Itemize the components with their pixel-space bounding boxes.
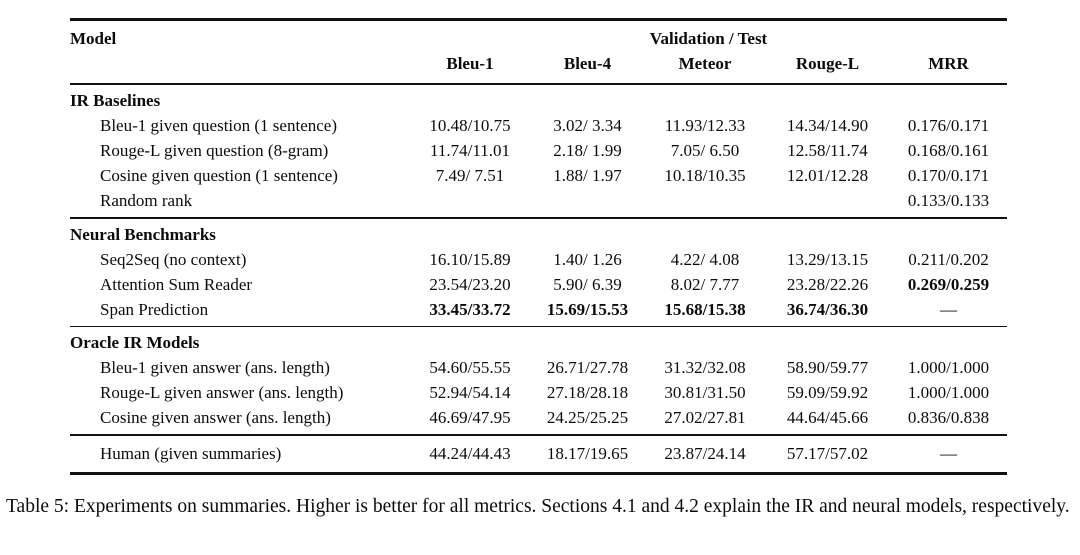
row-model-label: Cosine given question (1 sentence) xyxy=(100,166,338,185)
metric-value: — xyxy=(940,443,957,463)
metric-value: 57.17/57.02 xyxy=(786,443,869,463)
metric-value: 0.211/0.202 xyxy=(908,249,989,269)
metric-value: 8.02/ 7.77 xyxy=(670,274,740,294)
column-header-bleu1: Bleu-1 xyxy=(446,54,494,73)
metric-value: 2.18/ 1.99 xyxy=(553,141,622,160)
metric-value: — xyxy=(940,299,957,319)
metric-value: 26.71/27.78 xyxy=(546,358,629,377)
metric-value: 18.17/19.65 xyxy=(546,443,629,463)
metric-value: 0.168/0.161 xyxy=(907,141,990,160)
metric-value: 23.28/22.26 xyxy=(786,274,869,294)
metric-value: 12.58/11.74 xyxy=(787,141,868,160)
row-model-label: Rouge-L given answer (ans. length) xyxy=(100,383,344,402)
metric-value: 24.25/25.25 xyxy=(546,408,629,427)
metric-value: 54.60/55.55 xyxy=(429,358,511,377)
metric-value-best: 0.269/0.259 xyxy=(907,274,990,294)
metric-value: 27.02/27.81 xyxy=(664,408,746,427)
metric-value: 0.836/0.838 xyxy=(907,408,990,427)
section-title: IR Baselines xyxy=(70,91,161,110)
column-header-model: Model xyxy=(70,29,117,48)
metric-value: 44.64/45.66 xyxy=(786,408,869,427)
row-model-label: Bleu-1 given question (1 sentence) xyxy=(100,116,337,135)
metric-value: 14.34/14.90 xyxy=(786,116,869,135)
metric-value: 0.176/0.171 xyxy=(907,116,990,135)
metric-value: 12.01/12.28 xyxy=(786,166,869,185)
row-model-label: Span Prediction xyxy=(100,299,209,319)
metric-value: 23.54/23.20 xyxy=(429,274,511,294)
table-header: Model Validation / Test Bleu-1 Bleu-4 Me… xyxy=(70,21,1007,83)
results-table: Model Validation / Test Bleu-1 Bleu-4 Me… xyxy=(70,18,1007,475)
row-model-label: Human (given summaries) xyxy=(100,443,282,463)
metric-value: 1.88/ 1.97 xyxy=(553,166,622,185)
section-rule xyxy=(70,325,1007,327)
metric-value: 0.133/0.133 xyxy=(907,191,990,210)
metric-value-best: 15.68/15.38 xyxy=(664,299,746,319)
column-header-mrr: MRR xyxy=(928,54,969,73)
metric-value: 46.69/47.95 xyxy=(429,408,511,427)
metric-value: 0.170/0.171 xyxy=(907,166,990,185)
metric-value: 3.02/ 3.34 xyxy=(553,116,622,135)
metric-value-best: 33.45/33.72 xyxy=(429,299,511,319)
section-title: Neural Benchmarks xyxy=(70,224,216,244)
metric-value: 7.05/ 6.50 xyxy=(670,141,740,160)
metric-value: 1.000/1.000 xyxy=(907,383,990,402)
row-model-label: Seq2Seq (no context) xyxy=(100,249,247,269)
top-rule xyxy=(70,18,1007,21)
metric-value: 11.93/12.33 xyxy=(664,116,746,135)
metric-value: 11.74/11.01 xyxy=(430,141,510,160)
metric-value: 52.94/54.14 xyxy=(429,383,511,402)
section-oracle-ir-models: Oracle IR Models Bleu-1 given answer (an… xyxy=(70,327,1007,434)
bottom-rule xyxy=(70,471,1007,475)
metric-value: 27.18/28.18 xyxy=(546,383,629,402)
column-header-bleu4: Bleu-4 xyxy=(563,54,612,73)
metric-value: 10.48/10.75 xyxy=(429,116,511,135)
metric-value: 10.18/10.35 xyxy=(664,166,746,185)
metric-value-best: 36.74/36.30 xyxy=(786,299,869,319)
metric-value: 30.81/31.50 xyxy=(664,383,746,402)
header-rule xyxy=(70,83,1007,85)
row-model-label: Random rank xyxy=(100,191,193,210)
metric-value: 4.22/ 4.08 xyxy=(670,249,740,269)
metric-value-best: 15.69/15.53 xyxy=(546,299,629,319)
metric-value: 59.09/59.92 xyxy=(786,383,869,402)
metric-value: 58.90/59.77 xyxy=(786,358,869,377)
row-model-label: Attention Sum Reader xyxy=(100,274,253,294)
section-rule xyxy=(70,434,1007,436)
column-header-meteor: Meteor xyxy=(678,54,732,73)
metric-value: 1.000/1.000 xyxy=(907,358,990,377)
column-header-rougel: Rouge-L xyxy=(795,54,860,73)
human-row: Human (given summaries) 44.24/44.43 18.1… xyxy=(70,436,1007,472)
metric-value: 31.32/32.08 xyxy=(664,358,746,377)
metric-value: 13.29/13.15 xyxy=(786,249,869,269)
section-ir-baselines: IR Baselines Bleu-1 given question (1 se… xyxy=(70,85,1007,217)
section-neural-benchmarks: Neural Benchmarks Seq2Seq (no context) 1… xyxy=(70,219,1007,326)
column-group-header: Validation / Test xyxy=(649,29,768,48)
row-model-label: Cosine given answer (ans. length) xyxy=(100,408,331,427)
row-model-label: Rouge-L given question (8-gram) xyxy=(100,141,329,160)
metric-value: 44.24/44.43 xyxy=(429,443,511,463)
table-caption: Table 5: Experiments on summaries. Highe… xyxy=(6,495,1070,517)
section-rule xyxy=(70,217,1007,219)
row-model-label: Bleu-1 given answer (ans. length) xyxy=(100,358,330,377)
metric-value: 5.90/ 6.39 xyxy=(553,274,622,294)
metric-value: 1.40/ 1.26 xyxy=(553,249,622,269)
metric-value: 7.49/ 7.51 xyxy=(435,166,505,185)
metric-value: 23.87/24.14 xyxy=(664,443,746,463)
metric-value: 16.10/15.89 xyxy=(429,249,511,269)
section-title: Oracle IR Models xyxy=(70,333,200,352)
